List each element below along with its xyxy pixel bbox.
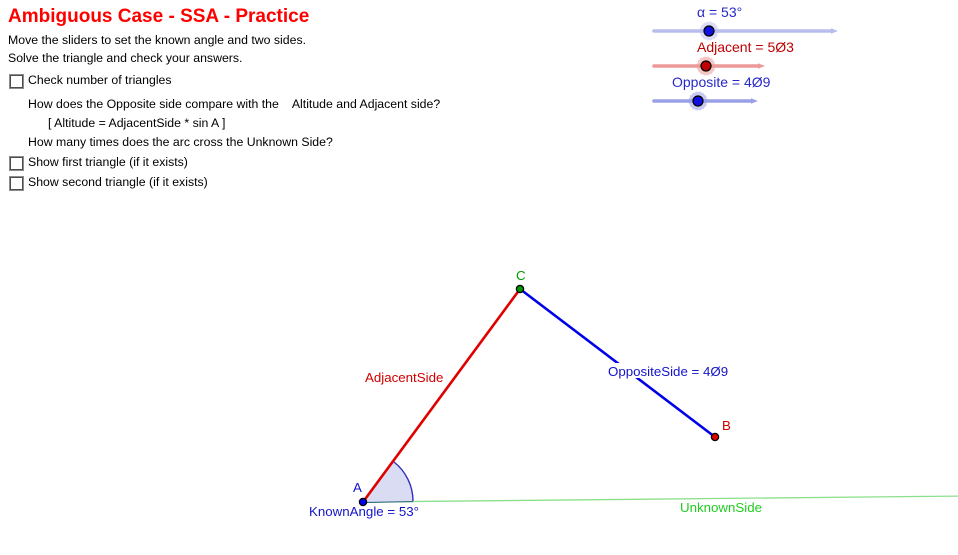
svg-text:A: A — [353, 480, 362, 495]
svg-text:AdjacentSide: AdjacentSide — [365, 370, 443, 385]
svg-text:OppositeSide = 4Ø9: OppositeSide = 4Ø9 — [608, 364, 728, 379]
svg-text:B: B — [722, 418, 731, 433]
svg-text:KnownAngle = 53°: KnownAngle = 53° — [309, 504, 419, 519]
svg-text:C: C — [516, 268, 526, 283]
svg-text:UnknownSide: UnknownSide — [680, 500, 762, 515]
